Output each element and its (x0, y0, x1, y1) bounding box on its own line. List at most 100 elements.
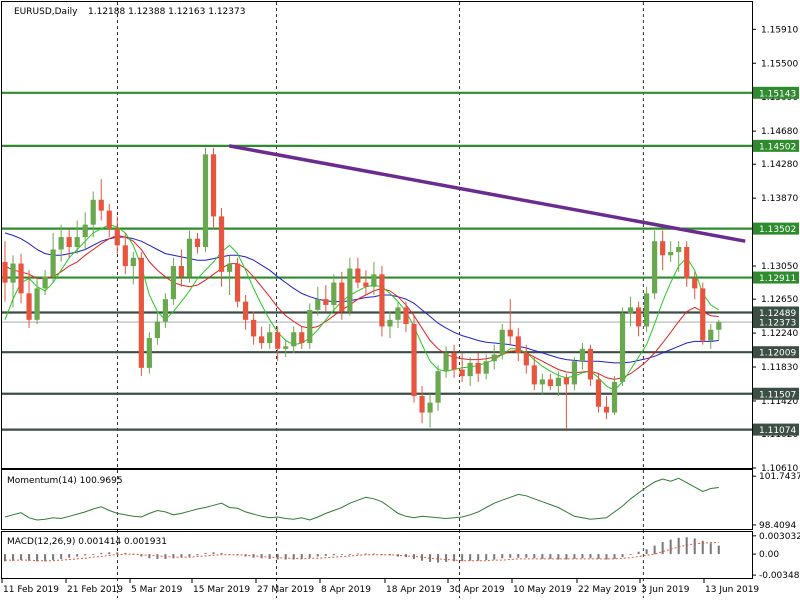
candle-body (122, 245, 128, 267)
candle-body (355, 268, 361, 283)
price-tick-label: 1.15910 (761, 25, 798, 35)
macd-bar (437, 554, 440, 563)
macd-bar (501, 554, 504, 559)
candle-body (226, 263, 233, 272)
candle-body (259, 336, 265, 344)
macd-bar (372, 553, 375, 555)
macd-bar (453, 554, 456, 562)
candle (684, 241, 690, 287)
candle (26, 270, 32, 329)
candle-body (275, 332, 281, 349)
price-tick-label: 1.15500 (761, 59, 798, 69)
macd-tick-label: 0.00 (759, 550, 779, 560)
ma-fast-line (4, 224, 720, 391)
candle (499, 323, 505, 360)
macd-signal-line (5, 542, 719, 562)
candle (716, 319, 722, 340)
candle-body (403, 307, 409, 324)
time-tick-label: 21 Feb 2019 (67, 585, 123, 595)
level-label-box (753, 139, 799, 152)
macd-bar (68, 554, 71, 558)
macd-tick-label: 0.003032 (759, 532, 800, 542)
candle-body (66, 237, 72, 248)
candle (411, 315, 417, 403)
macd-bar (605, 554, 608, 560)
trendline (228, 144, 746, 243)
candle-body (194, 238, 201, 248)
candle (403, 301, 409, 333)
macd-bar (509, 554, 512, 558)
macd-bar (533, 554, 536, 559)
candle (579, 343, 586, 370)
macd-bar (661, 542, 664, 555)
candle (644, 286, 650, 333)
level-label-box (753, 271, 799, 284)
level-label-text: 1.13502 (759, 225, 796, 235)
candle (467, 357, 473, 387)
time-tick-label: 11 Feb 2019 (3, 585, 59, 595)
time-tick-label: 18 Apr 2019 (386, 585, 442, 595)
candle (491, 344, 497, 370)
candle (243, 295, 249, 330)
current-price-label: 1.12373 (759, 319, 796, 329)
macd-bar (356, 553, 359, 555)
candle-body (10, 263, 16, 283)
candle (58, 224, 64, 262)
macd-indicator: 0.003032 0.00 -0.003487 (4, 532, 800, 581)
macd-bar (36, 554, 39, 562)
candle-body (611, 381, 618, 413)
candle (660, 230, 666, 271)
candle (363, 270, 369, 296)
macd-bar (4, 554, 6, 562)
price-tick-label: 1.14280 (761, 160, 798, 170)
candle-body (339, 282, 345, 312)
candle-body (539, 379, 545, 385)
candle (178, 249, 185, 287)
candle-body (619, 313, 626, 382)
time-tick-label: 13 Jun 2019 (705, 585, 759, 595)
time-tick-label: 10 May 2019 (513, 585, 572, 595)
macd-bar (276, 554, 279, 560)
macd-bar (92, 554, 95, 555)
time-tick-label: 3 Jun 2019 (641, 585, 690, 595)
candle (275, 326, 281, 362)
macd-bar (613, 554, 616, 559)
macd-bar (156, 554, 159, 559)
candle (146, 332, 152, 374)
macd-bar (340, 554, 343, 555)
candle-body (499, 329, 505, 355)
candle-body (26, 293, 32, 320)
candle-body (668, 251, 674, 256)
macd-bar (116, 552, 119, 555)
candle-body (627, 307, 634, 314)
momentum-panel-frame (1, 469, 753, 530)
moving-averages (4, 224, 720, 391)
candle-body (531, 365, 537, 385)
macd-bar (685, 537, 688, 555)
macd-bar (477, 554, 480, 561)
candle-body (34, 288, 40, 320)
macd-bar (429, 554, 432, 562)
candle (307, 303, 313, 349)
macd-panel-frame (1, 531, 753, 579)
price-tick-label: 1.14680 (761, 127, 798, 137)
candle-body (283, 346, 289, 349)
macd-bar (645, 549, 648, 555)
macd-bar (701, 540, 704, 555)
level-label-text: 1.11507 (759, 390, 796, 400)
level-label-box (753, 423, 799, 436)
macd-bar (316, 554, 319, 557)
candle (611, 376, 618, 416)
candle (563, 373, 569, 430)
candle (619, 307, 626, 387)
main-panel-frame (1, 1, 753, 469)
macd-bar (581, 554, 584, 559)
macd-bar (669, 539, 672, 555)
momentum-label: Momentum(14) 100.9695 (7, 476, 123, 486)
macd-bar (348, 554, 351, 555)
candle-body (475, 362, 481, 374)
candlesticks (2, 147, 722, 430)
candle (627, 296, 634, 327)
macd-bar (677, 537, 680, 555)
